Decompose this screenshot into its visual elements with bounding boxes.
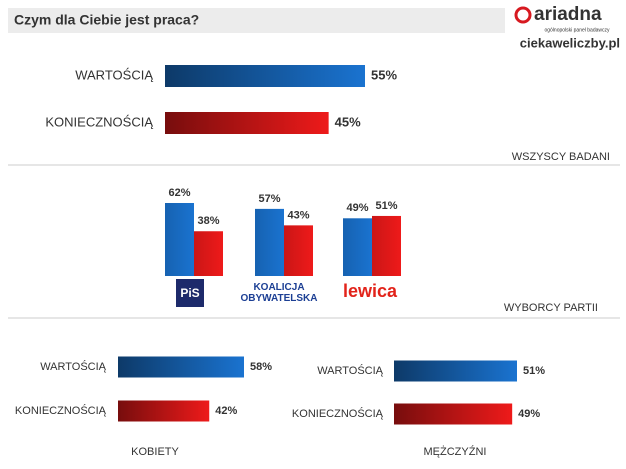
value-label: 55% [371, 67, 397, 82]
value-label: 38% [197, 215, 219, 227]
section-label: WYBORCY PARTII [504, 302, 598, 314]
section-label: KOBIETY [131, 446, 179, 458]
brand-tagline: ogólnopolski panel badawczy [544, 27, 610, 33]
value-label: 57% [258, 193, 280, 205]
value-label: 42% [215, 405, 237, 417]
website: ciekaweliczby.pl [520, 35, 620, 50]
bar-shade [118, 400, 210, 422]
value-label: 43% [287, 209, 309, 221]
bar-shade [343, 218, 372, 276]
bar-shade [394, 403, 513, 425]
title: Czym dla Ciebie jest praca? [14, 12, 199, 28]
category-label: KONIECZNOŚCIĄ [292, 407, 384, 420]
party-logo: lewica [342, 281, 398, 301]
value-label: 49% [346, 202, 368, 214]
bar-shade [394, 360, 517, 382]
title-bar [8, 8, 505, 33]
value-label: 51% [375, 200, 397, 212]
party-logo: KOALICJA OBYWATELSKA [240, 282, 318, 304]
bar-shade [372, 215, 401, 276]
bar-shade [165, 203, 194, 276]
bar-shade [194, 231, 223, 276]
category-label: WARTOŚCIĄ [75, 67, 153, 82]
category-label: WARTOŚCIĄ [317, 364, 383, 377]
bar-shade [165, 65, 365, 87]
bar-shade [165, 112, 329, 134]
value-label: 49% [518, 408, 540, 420]
value-label: 45% [335, 114, 361, 129]
value-label: 62% [168, 187, 190, 199]
section-label: MĘŻCZYŹNI [424, 445, 487, 458]
bar-shade [255, 208, 284, 276]
brand: ariadna [534, 4, 602, 25]
value-label: 51% [523, 365, 545, 377]
brand-icon [514, 6, 532, 24]
category-label: KONIECZNOŚCIĄ [15, 404, 107, 417]
section-label: WSZYSCY BADANI [512, 151, 610, 163]
category-label: KONIECZNOŚCIĄ [45, 114, 153, 129]
bar-shade [284, 225, 313, 276]
value-label: 58% [250, 361, 272, 373]
party-logo: PiS [176, 279, 204, 307]
bar-shade [118, 356, 244, 378]
category-label: WARTOŚCIĄ [40, 360, 106, 373]
